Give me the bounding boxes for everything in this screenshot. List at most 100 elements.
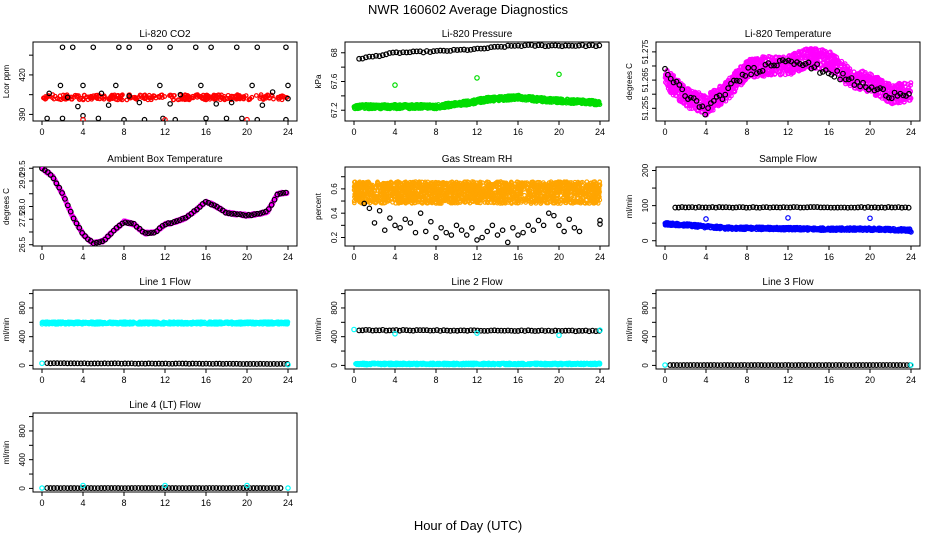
data-point	[413, 104, 419, 110]
data-point	[233, 44, 240, 51]
panel-ylabel: degrees C	[625, 63, 634, 100]
panel-title: Ambient Box Temperature	[107, 154, 223, 165]
data-point	[460, 102, 466, 108]
data-point	[535, 42, 542, 49]
data-point	[484, 45, 491, 52]
data-point	[681, 100, 687, 106]
data-point	[511, 94, 517, 100]
data-point	[90, 240, 97, 246]
data-point	[471, 99, 477, 105]
data-point	[848, 75, 855, 81]
panel-title: Li-820 CO2	[139, 29, 191, 40]
data-point	[705, 105, 711, 111]
data-point	[528, 42, 535, 48]
x-tick-label: 12	[160, 252, 170, 262]
data-point	[359, 55, 366, 62]
data-point	[437, 47, 444, 54]
data-point	[376, 53, 383, 60]
data-point	[285, 95, 291, 102]
data-point	[536, 97, 542, 103]
data-point	[57, 93, 63, 99]
x-tick-label: 8	[121, 252, 126, 262]
x-tick-label: 16	[824, 127, 834, 137]
data-point	[225, 210, 232, 217]
series-black	[662, 57, 912, 118]
data-point	[259, 102, 266, 109]
data-point	[667, 82, 673, 88]
data-point	[383, 51, 390, 58]
x-tick-label: 20	[242, 252, 252, 262]
data-point	[868, 84, 875, 91]
data-point	[93, 239, 100, 246]
data-point	[684, 87, 690, 93]
data-point	[457, 46, 464, 53]
data-point	[203, 93, 209, 98]
data-point	[699, 109, 705, 115]
data-point	[559, 43, 565, 50]
series-black	[39, 167, 289, 246]
data-point	[202, 97, 207, 102]
data-point	[749, 56, 755, 62]
data-point	[900, 92, 907, 99]
data-point	[808, 65, 815, 72]
data-point	[249, 82, 255, 89]
data-point	[494, 43, 501, 50]
series-magenta	[662, 46, 914, 118]
data-point	[713, 93, 720, 100]
series-orange	[351, 179, 603, 206]
data-point	[275, 94, 281, 100]
data-point	[710, 97, 717, 104]
x-tick-label: 16	[201, 127, 211, 137]
data-point	[208, 201, 215, 208]
data-point	[405, 103, 411, 109]
data-point	[43, 96, 49, 101]
data-point	[50, 175, 57, 182]
x-tick-label: 12	[783, 127, 793, 137]
data-point	[545, 43, 552, 49]
data-point	[722, 91, 729, 98]
data-point	[239, 115, 245, 121]
data-point	[254, 210, 261, 217]
x-tick-label: 8	[121, 127, 126, 137]
data-point	[690, 101, 696, 107]
data-point	[553, 98, 559, 104]
data-point	[670, 79, 677, 86]
data-point	[498, 43, 505, 50]
data-point	[687, 94, 694, 101]
data-point	[142, 92, 148, 98]
data-point	[392, 104, 398, 110]
data-point	[845, 66, 851, 72]
data-point	[274, 191, 281, 198]
data-point	[121, 116, 127, 121]
data-point	[565, 42, 572, 49]
data-point	[403, 49, 410, 56]
data-point	[596, 101, 602, 107]
data-point	[518, 43, 525, 50]
data-point	[739, 71, 746, 78]
data-point	[237, 93, 242, 98]
data-point	[873, 75, 879, 81]
data-point	[64, 94, 71, 101]
data-point	[430, 48, 437, 55]
data-point	[126, 44, 132, 51]
data-point	[351, 200, 357, 206]
panel-ylabel: kPa	[314, 74, 323, 88]
data-point	[842, 76, 849, 83]
data-point	[802, 60, 809, 67]
data-point	[366, 53, 373, 60]
data-point	[589, 42, 596, 48]
data-point	[206, 95, 212, 101]
data-point	[476, 99, 482, 105]
plot-area	[41, 44, 291, 121]
data-point	[125, 220, 132, 226]
y-tick-label: 29.0	[18, 173, 27, 189]
x-tick-label: 24	[283, 127, 293, 137]
data-point	[692, 105, 698, 111]
x-tick-label: 4	[703, 127, 708, 137]
data-point	[748, 71, 754, 78]
data-point	[776, 57, 783, 64]
data-point	[697, 94, 703, 100]
data-point	[759, 67, 766, 74]
